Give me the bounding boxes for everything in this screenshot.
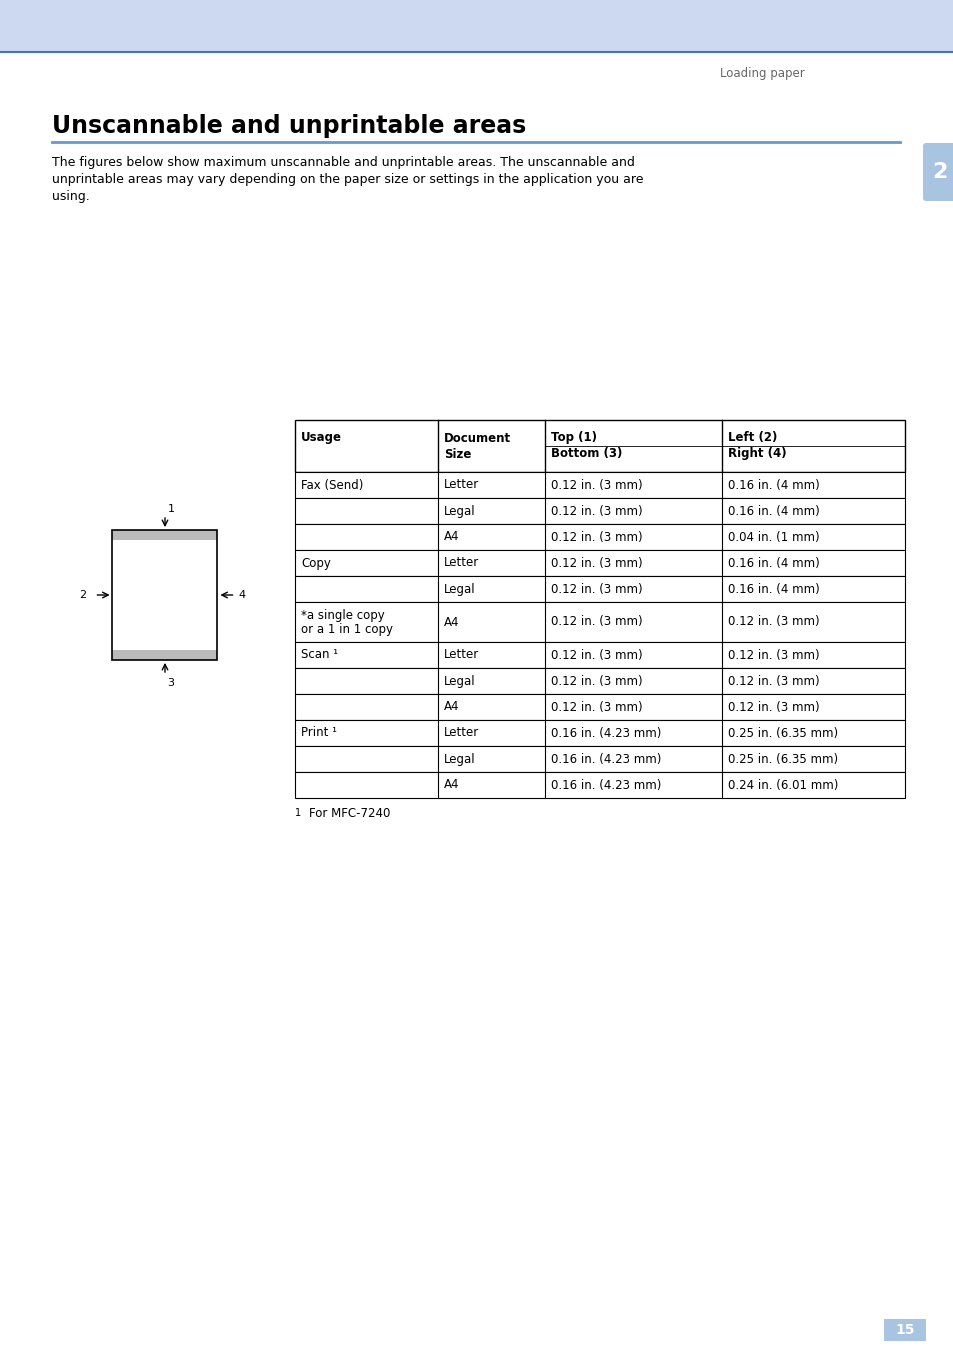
- Text: Scan ¹: Scan ¹: [301, 648, 337, 662]
- Text: Bottom (3): Bottom (3): [551, 448, 621, 461]
- Text: 0.16 in. (4.23 mm): 0.16 in. (4.23 mm): [551, 727, 660, 740]
- Text: 0.16 in. (4 mm): 0.16 in. (4 mm): [727, 479, 819, 492]
- Text: For MFC-7240: For MFC-7240: [309, 807, 390, 820]
- Text: Letter: Letter: [444, 557, 479, 569]
- Bar: [294, 497, 904, 524]
- Text: 0.12 in. (3 mm): 0.12 in. (3 mm): [727, 674, 819, 687]
- Text: A4: A4: [444, 701, 459, 713]
- Bar: [294, 550, 904, 576]
- Text: Legal: Legal: [444, 504, 476, 518]
- Text: 0.12 in. (3 mm): 0.12 in. (3 mm): [551, 648, 642, 662]
- Text: A4: A4: [444, 779, 459, 791]
- Text: 0.12 in. (3 mm): 0.12 in. (3 mm): [551, 504, 642, 518]
- Bar: [294, 720, 904, 745]
- Text: 0.24 in. (6.01 mm): 0.24 in. (6.01 mm): [727, 779, 838, 791]
- Bar: [294, 472, 904, 497]
- Text: 4: 4: [238, 590, 245, 600]
- Text: Fax (Send): Fax (Send): [301, 479, 363, 492]
- Bar: [294, 421, 904, 472]
- Text: 0.12 in. (3 mm): 0.12 in. (3 mm): [551, 582, 642, 596]
- Text: 0.25 in. (6.35 mm): 0.25 in. (6.35 mm): [727, 752, 838, 766]
- Bar: [0, 0, 953, 53]
- Bar: [294, 669, 904, 694]
- Text: 0.16 in. (4.23 mm): 0.16 in. (4.23 mm): [551, 752, 660, 766]
- Text: 3: 3: [167, 678, 173, 687]
- Text: Unscannable and unprintable areas: Unscannable and unprintable areas: [52, 115, 526, 137]
- Text: Legal: Legal: [444, 752, 476, 766]
- Text: 2: 2: [931, 162, 946, 182]
- Bar: [112, 530, 217, 541]
- Bar: [294, 745, 904, 772]
- Text: 0.12 in. (3 mm): 0.12 in. (3 mm): [551, 557, 642, 569]
- Bar: [294, 694, 904, 720]
- Text: Size: Size: [444, 448, 471, 461]
- Text: The figures below show maximum unscannable and unprintable areas. The unscannabl: The figures below show maximum unscannab…: [52, 156, 634, 168]
- Text: Right (4): Right (4): [727, 448, 786, 461]
- Text: 0.25 in. (6.35 mm): 0.25 in. (6.35 mm): [727, 727, 838, 740]
- Text: A4: A4: [444, 531, 459, 543]
- Text: Legal: Legal: [444, 582, 476, 596]
- Text: A4: A4: [444, 616, 459, 628]
- Text: Left (2): Left (2): [727, 431, 777, 445]
- Text: Usage: Usage: [301, 431, 341, 445]
- Text: Top (1): Top (1): [551, 431, 597, 445]
- Text: 1: 1: [294, 807, 301, 818]
- Text: Loading paper: Loading paper: [720, 67, 804, 81]
- Text: Letter: Letter: [444, 648, 479, 662]
- Text: 0.04 in. (1 mm): 0.04 in. (1 mm): [727, 531, 819, 543]
- Text: 0.12 in. (3 mm): 0.12 in. (3 mm): [727, 648, 819, 662]
- Text: using.: using.: [52, 190, 90, 204]
- Text: 0.12 in. (3 mm): 0.12 in. (3 mm): [727, 701, 819, 713]
- Text: 15: 15: [894, 1322, 914, 1337]
- Text: 2: 2: [79, 590, 87, 600]
- Bar: [294, 576, 904, 603]
- Bar: [112, 530, 217, 661]
- Text: Print ¹: Print ¹: [301, 727, 336, 740]
- Text: 0.12 in. (3 mm): 0.12 in. (3 mm): [551, 701, 642, 713]
- Bar: [112, 541, 217, 650]
- Text: 0.16 in. (4 mm): 0.16 in. (4 mm): [727, 504, 819, 518]
- Text: Document: Document: [444, 431, 511, 445]
- Text: or a 1 in 1 copy: or a 1 in 1 copy: [301, 623, 393, 635]
- Bar: [883, 1318, 925, 1341]
- Text: Letter: Letter: [444, 479, 479, 492]
- Text: Legal: Legal: [444, 674, 476, 687]
- Text: 0.12 in. (3 mm): 0.12 in. (3 mm): [551, 531, 642, 543]
- Text: *a single copy: *a single copy: [301, 608, 384, 621]
- Text: Letter: Letter: [444, 727, 479, 740]
- Text: unprintable areas may vary depending on the paper size or settings in the applic: unprintable areas may vary depending on …: [52, 173, 643, 186]
- Text: Copy: Copy: [301, 557, 331, 569]
- Bar: [294, 603, 904, 642]
- Text: 0.12 in. (3 mm): 0.12 in. (3 mm): [727, 616, 819, 628]
- Text: 0.12 in. (3 mm): 0.12 in. (3 mm): [551, 616, 642, 628]
- Text: 0.16 in. (4 mm): 0.16 in. (4 mm): [727, 557, 819, 569]
- Bar: [294, 642, 904, 669]
- FancyBboxPatch shape: [923, 143, 953, 201]
- Text: 0.16 in. (4 mm): 0.16 in. (4 mm): [727, 582, 819, 596]
- Text: 0.16 in. (4.23 mm): 0.16 in. (4.23 mm): [551, 779, 660, 791]
- Text: 1: 1: [168, 504, 174, 514]
- Text: 0.12 in. (3 mm): 0.12 in. (3 mm): [551, 479, 642, 492]
- Bar: [294, 772, 904, 798]
- Bar: [294, 524, 904, 550]
- Bar: [112, 650, 217, 661]
- Text: 0.12 in. (3 mm): 0.12 in. (3 mm): [551, 674, 642, 687]
